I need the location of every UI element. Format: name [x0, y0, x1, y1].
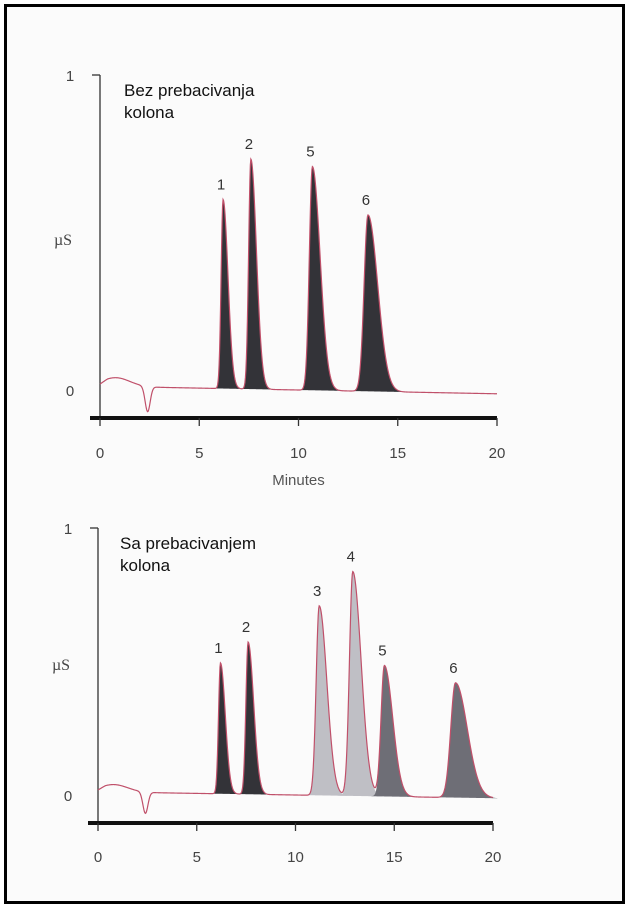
top-x-tick-label-15: 15: [389, 445, 406, 462]
bottom-peak-2-area: [238, 642, 268, 795]
top-y-axis-label: µS: [54, 232, 72, 249]
bottom-peak-3-area: [306, 605, 347, 796]
bottom-peak-4-label: 4: [347, 549, 355, 566]
top-peak-6-area: [351, 214, 403, 392]
top-x-axis-label: Minutes: [272, 472, 325, 489]
top-peak-5-label: 5: [306, 144, 314, 161]
top-x-tick-label-0: 0: [96, 445, 104, 462]
top-peak-5-area: [299, 166, 340, 391]
top-peak-1-label: 1: [217, 177, 225, 194]
bottom-peak-3-label: 3: [313, 583, 321, 600]
top-x-tick-label-5: 5: [195, 445, 203, 462]
top-title-line-2: kolona: [124, 103, 175, 122]
top-x-tick-label-20: 20: [489, 445, 506, 462]
bottom-trace-line: [97, 570, 494, 815]
top-trace-line: [99, 157, 498, 413]
top-peak-2-label: 2: [245, 136, 253, 153]
bottom-x-tick-label-15: 15: [386, 849, 403, 866]
bottom-x-tick-label-20: 20: [485, 849, 502, 866]
bottom-x-tick-label-0: 0: [94, 849, 102, 866]
top-x-tick-label-10: 10: [290, 445, 307, 462]
top-peak-6-label: 6: [362, 192, 370, 209]
bottom-peak-5-label: 5: [378, 643, 386, 660]
top-y-tick-label-0: 0: [66, 383, 74, 400]
bottom-peak-4-area: [338, 571, 383, 797]
top-y-tick-label-1: 1: [66, 68, 74, 85]
bottom-peak-1-label: 1: [214, 640, 222, 657]
bottom-peak-6-label: 6: [449, 660, 457, 677]
bottom-peak-2-label: 2: [242, 619, 250, 636]
bottom-peak-5-area: [370, 665, 414, 797]
top-peak-1-area: [214, 199, 241, 389]
bottom-y-axis-label: µS: [52, 657, 70, 674]
top-peak-2-area: [241, 159, 271, 390]
bottom-peak-1-area: [212, 662, 238, 795]
top-title-line-1: Bez prebacivanja: [124, 81, 255, 100]
bottom-title-line-2: kolona: [120, 556, 171, 575]
bottom-y-tick-label-0: 0: [64, 788, 72, 805]
bottom-y-tick-label-1: 1: [64, 521, 72, 538]
bottom-peak-6-area: [435, 682, 498, 799]
bottom-x-tick-label-5: 5: [193, 849, 201, 866]
bottom-title-line-1: Sa prebacivanjem: [120, 534, 256, 553]
bottom-x-tick-label-10: 10: [287, 849, 304, 866]
